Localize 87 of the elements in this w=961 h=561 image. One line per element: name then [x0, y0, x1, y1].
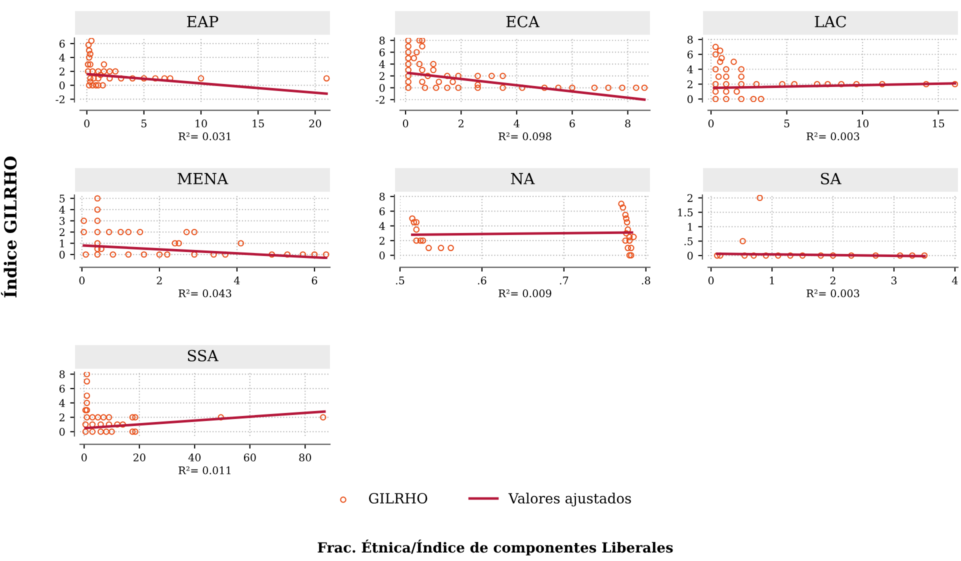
x-axis-title: R²= 0.011 [178, 466, 230, 474]
text: Frac. Étnica/Índice de componentes Liberales [318, 540, 673, 556]
x-axis-title: R²= 0.003 [806, 289, 860, 298]
x-tick-label: 3 [891, 276, 897, 284]
chart-title: MENA [178, 173, 228, 184]
x-tick-label: 0 [402, 120, 408, 128]
y-tick-label: 0 [59, 82, 65, 90]
y-tick-label: 2 [59, 414, 64, 422]
x-tick-label: 0 [79, 276, 85, 284]
chart-title: EAP [187, 16, 218, 28]
legend-label: GILRHO [368, 493, 428, 504]
y-tick-label: 0 [379, 84, 385, 92]
x-tick-label: .7 [560, 276, 568, 284]
y-tick-label: 6 [379, 48, 385, 56]
y-tick-label: 1 [60, 240, 64, 248]
y-tick-label: 2 [687, 80, 692, 88]
x-tick-label: 10 [857, 120, 868, 128]
chart-title: SA [821, 172, 842, 184]
x-tick-label: 8 [625, 120, 630, 128]
y-tick-label: 4 [59, 54, 65, 62]
x-tick-label: 0 [84, 120, 90, 128]
y-tick-label: 6 [59, 40, 65, 48]
y-tick-label: -2 [376, 96, 384, 104]
y-tick-label: 3 [60, 217, 65, 225]
x-tick-label: 4 [952, 276, 958, 284]
x-tick-label: 60 [244, 454, 256, 462]
legend-label: Valores ajustados [508, 492, 631, 506]
x-axis-title: R²= 0.031 [178, 132, 230, 140]
y-tick-label: 1.5 [678, 208, 693, 216]
chart-title: LAC [814, 16, 846, 28]
x-tick-label: 4 [234, 276, 240, 284]
x-axis-title: R²= 0.009 [498, 289, 552, 298]
y-tick-label: 6 [687, 50, 693, 58]
x-tick-label: 20 [309, 120, 322, 128]
x-tick-label: 80 [299, 454, 312, 462]
y-tick-label: 6 [59, 384, 65, 393]
x-axis-title: R²= 0.003 [806, 132, 860, 140]
x-tick-label: .5 [396, 276, 404, 284]
y-tick-label: 4 [379, 222, 385, 230]
y-tick-label: 2 [379, 72, 384, 80]
x-tick-label: 0 [708, 276, 714, 284]
y-tick-label: 2 [687, 194, 692, 202]
y-tick-label: -2 [56, 95, 64, 104]
y-tick-label: 8 [379, 36, 385, 44]
x-tick-label: 5 [142, 120, 146, 128]
y-tick-label: 6 [379, 207, 385, 216]
x-tick-label: 5 [784, 120, 790, 128]
y-tick-label: 8 [59, 370, 65, 378]
x-tick-label: 6 [312, 276, 318, 284]
y-tick-label: 0 [687, 95, 693, 104]
x-tick-label: 4 [514, 120, 520, 128]
x-tick-label: 40 [188, 454, 201, 462]
y-tick-label: 0 [687, 252, 693, 260]
x-tick-label: 2 [458, 120, 464, 128]
x-tick-label: 15 [932, 120, 944, 128]
y-tick-label: 1 [688, 222, 692, 231]
x-tick-label: 10 [196, 120, 207, 128]
y-tick-label: .5 [684, 237, 693, 246]
y-tick-label: 5 [60, 194, 65, 202]
x-tick-label: 15 [252, 120, 264, 128]
x-axis-title: R²= 0.098 [498, 132, 552, 140]
x-axis-title: R²= 0.043 [178, 289, 232, 298]
x-tick-label: 6 [570, 120, 575, 128]
y-tick-label: 8 [379, 192, 385, 201]
y-tick-label: 2 [59, 68, 64, 76]
x-tick-label: .6 [478, 276, 486, 284]
y-tick-label: 0 [379, 252, 385, 260]
y-tick-label: 4 [59, 399, 65, 407]
x-tick-label: 2 [156, 276, 162, 284]
y-tick-label: 2 [379, 236, 384, 245]
x-tick-label: 2 [830, 276, 836, 284]
y-axis-title: Índice GILRHO [1, 156, 17, 298]
y-tick-label: 2 [59, 228, 64, 236]
chart-title: ECA [506, 16, 540, 28]
x-tick-label: 1 [770, 276, 774, 284]
y-tick-label: 4 [687, 65, 693, 74]
y-tick-label: 0 [59, 250, 65, 259]
y-tick-label: 4 [59, 206, 65, 214]
x-tick-label: 0 [82, 454, 87, 462]
chart-title: NA [511, 173, 535, 184]
y-tick-label: 0 [59, 428, 65, 436]
x-tick-label: 20 [133, 454, 146, 462]
x-tick-label: .8 [642, 276, 650, 284]
x-tick-label: 0 [708, 120, 714, 128]
y-tick-label: 4 [379, 60, 385, 68]
y-tick-label: 8 [687, 36, 693, 44]
chart-title: SSA [188, 350, 218, 362]
